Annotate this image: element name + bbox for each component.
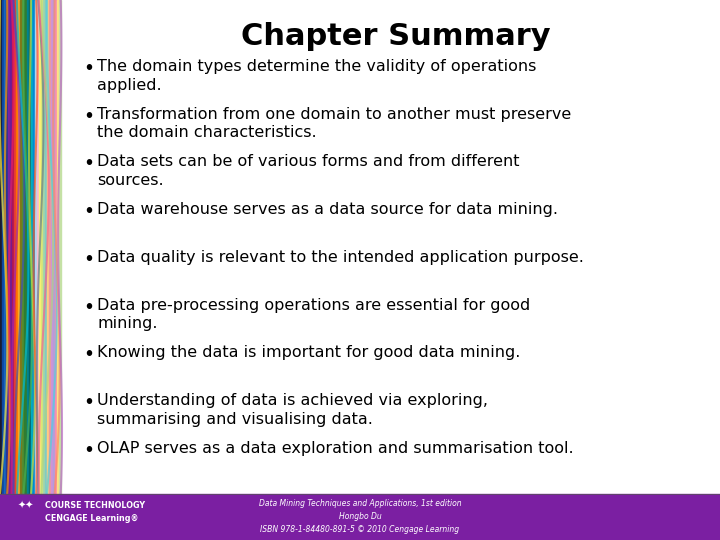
Bar — [10, 0, 12, 494]
Bar — [59, 0, 61, 494]
Bar — [55, 0, 57, 494]
Text: OLAP serves as a data exploration and summarisation tool.: OLAP serves as a data exploration and su… — [97, 441, 574, 456]
Text: •: • — [83, 298, 94, 316]
Text: Knowing the data is important for good data mining.: Knowing the data is important for good d… — [97, 345, 521, 360]
Text: •: • — [83, 202, 94, 221]
Text: •: • — [83, 393, 94, 412]
Bar — [22, 0, 24, 494]
Bar — [47, 0, 49, 494]
Text: The domain types determine the validity of operations
applied.: The domain types determine the validity … — [97, 59, 536, 93]
Bar — [20, 0, 22, 494]
Bar — [19, 0, 20, 494]
Bar — [12, 0, 14, 494]
Bar — [6, 0, 8, 494]
Bar — [24, 0, 27, 494]
Text: Data pre-processing operations are essential for good
mining.: Data pre-processing operations are essen… — [97, 298, 531, 331]
Text: Data quality is relevant to the intended application purpose.: Data quality is relevant to the intended… — [97, 250, 584, 265]
Bar — [30, 0, 32, 494]
Bar — [41, 0, 43, 494]
Text: •: • — [83, 107, 94, 126]
Bar — [0, 494, 720, 540]
Text: Understanding of data is achieved via exploring,
summarising and visualising dat: Understanding of data is achieved via ex… — [97, 393, 488, 427]
Text: •: • — [83, 59, 94, 78]
Text: ✦✦: ✦✦ — [18, 501, 35, 511]
Text: •: • — [83, 441, 94, 460]
Text: Data sets can be of various forms and from different
sources.: Data sets can be of various forms and fr… — [97, 154, 520, 188]
Text: COURSE TECHNOLOGY
CENGAGE Learning®: COURSE TECHNOLOGY CENGAGE Learning® — [45, 501, 145, 523]
Bar — [53, 0, 55, 494]
Bar — [43, 0, 45, 494]
Bar — [35, 0, 37, 494]
Bar — [2, 0, 4, 494]
Bar — [57, 0, 59, 494]
Bar — [8, 0, 10, 494]
Bar — [49, 0, 51, 494]
Bar — [27, 0, 29, 494]
Text: Chapter Summary: Chapter Summary — [241, 22, 551, 51]
Bar — [37, 0, 39, 494]
Text: Transformation from one domain to another must preserve
the domain characteristi: Transformation from one domain to anothe… — [97, 107, 572, 140]
Bar — [32, 0, 35, 494]
Bar — [45, 0, 47, 494]
Text: Data warehouse serves as a data source for data mining.: Data warehouse serves as a data source f… — [97, 202, 558, 217]
Bar — [17, 0, 19, 494]
Text: •: • — [83, 345, 94, 364]
Bar — [14, 0, 17, 494]
Text: •: • — [83, 154, 94, 173]
Bar — [51, 0, 53, 494]
Text: Data Mining Techniques and Applications, 1st edition
Hongbo Du
ISBN 978-1-84480-: Data Mining Techniques and Applications,… — [258, 500, 462, 534]
Bar — [0, 0, 2, 494]
Bar — [29, 0, 30, 494]
Text: •: • — [83, 250, 94, 269]
Bar — [39, 0, 41, 494]
Bar — [4, 0, 6, 494]
